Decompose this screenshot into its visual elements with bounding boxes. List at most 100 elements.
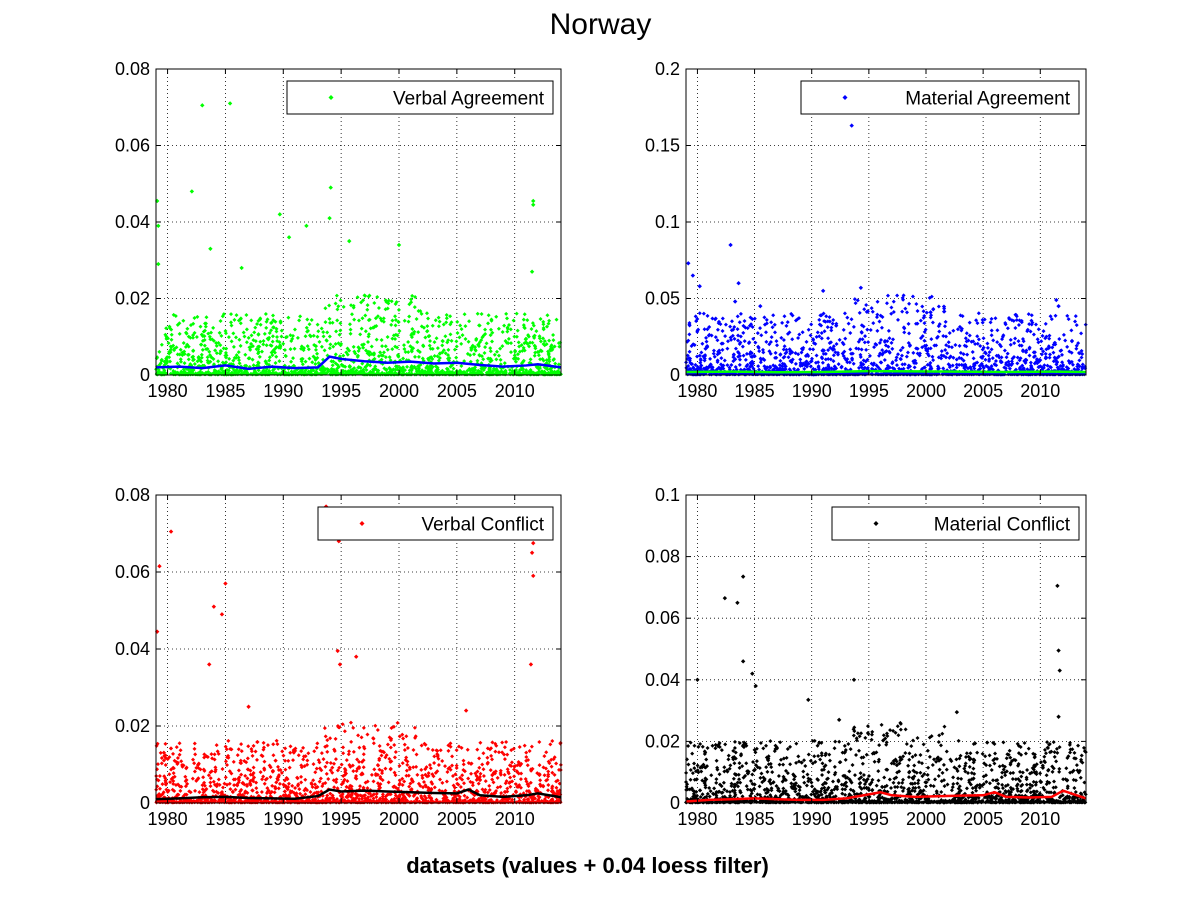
scatter-point bbox=[300, 362, 305, 367]
scatter-point bbox=[268, 774, 273, 779]
scatter-point bbox=[509, 341, 514, 346]
scatter-point bbox=[458, 785, 463, 790]
scatter-point bbox=[930, 320, 935, 325]
scatter-point bbox=[864, 347, 869, 352]
scatter-point bbox=[1008, 337, 1013, 342]
scatter-point bbox=[339, 362, 344, 367]
scatter-point bbox=[809, 322, 814, 327]
scatter-point bbox=[527, 344, 532, 349]
scatter-point bbox=[522, 312, 527, 317]
scatter-point bbox=[327, 316, 332, 321]
scatter-point bbox=[376, 305, 381, 310]
scatter-point bbox=[440, 339, 445, 344]
scatter-point bbox=[820, 288, 826, 294]
x-tick-label: 2010 bbox=[495, 381, 535, 401]
scatter-point bbox=[782, 314, 787, 319]
scatter-point bbox=[939, 349, 944, 354]
scatter-point bbox=[506, 341, 511, 346]
scatter-point bbox=[541, 342, 546, 347]
scatter-point bbox=[217, 369, 222, 374]
scatter-point bbox=[269, 320, 274, 325]
scatter-point bbox=[305, 317, 310, 322]
scatter-point bbox=[520, 368, 525, 373]
scatter-point bbox=[542, 339, 547, 344]
scatter-point bbox=[155, 762, 160, 767]
scatter-point bbox=[470, 366, 475, 371]
scatter-point bbox=[186, 334, 191, 339]
scatter-point bbox=[529, 326, 534, 331]
scatter-point bbox=[368, 371, 373, 376]
scatter-point bbox=[349, 303, 354, 308]
scatter-point bbox=[348, 327, 353, 332]
scatter-point bbox=[455, 330, 460, 335]
scatter-point bbox=[1013, 325, 1018, 330]
scatter-point bbox=[207, 334, 212, 339]
scatter-point bbox=[705, 313, 710, 318]
scatter-point bbox=[236, 358, 241, 363]
scatter-point bbox=[203, 324, 208, 329]
scatter-point bbox=[233, 356, 238, 361]
x-tick-label: 1985 bbox=[205, 381, 245, 401]
scatter-point bbox=[316, 360, 321, 365]
scatter-point bbox=[231, 331, 236, 336]
scatter-point bbox=[281, 341, 286, 346]
scatter-point bbox=[236, 318, 241, 323]
scatter-point bbox=[1063, 338, 1068, 343]
scatter-point bbox=[380, 344, 385, 349]
scatter-point bbox=[196, 354, 201, 359]
scatter-point bbox=[220, 360, 225, 365]
scatter-point bbox=[704, 335, 709, 340]
scatter-point bbox=[303, 334, 308, 339]
scatter-point bbox=[385, 306, 390, 311]
scatter-point bbox=[879, 360, 884, 365]
scatter-point bbox=[182, 361, 187, 366]
scatter-cloud bbox=[154, 293, 563, 377]
scatter-point bbox=[548, 344, 553, 349]
scatter-point bbox=[314, 745, 319, 750]
scatter-point bbox=[348, 720, 353, 725]
scatter-point bbox=[515, 352, 520, 357]
scatter-point bbox=[405, 762, 410, 767]
scatter-point bbox=[505, 326, 510, 331]
scatter-point bbox=[882, 358, 887, 363]
scatter-point bbox=[328, 320, 333, 325]
scatter-point bbox=[770, 325, 775, 330]
scatter-point bbox=[283, 746, 288, 751]
scatter-point bbox=[396, 242, 402, 248]
scatter-point bbox=[163, 762, 168, 767]
scatter-point bbox=[715, 327, 720, 332]
scatter-point bbox=[470, 343, 475, 348]
scatter-point bbox=[869, 306, 874, 311]
scatter-point bbox=[989, 333, 994, 338]
scatter-point bbox=[697, 284, 702, 289]
scatter-point bbox=[333, 352, 338, 357]
scatter-point bbox=[395, 720, 400, 725]
scatter-point bbox=[397, 329, 402, 334]
scatter-point bbox=[814, 334, 819, 339]
scatter-point bbox=[1005, 351, 1010, 356]
scatter-point bbox=[547, 357, 552, 362]
scatter-point bbox=[347, 322, 352, 327]
scatter-point bbox=[223, 350, 228, 355]
scatter-point bbox=[290, 333, 295, 338]
scatter-point bbox=[537, 336, 542, 341]
scatter-point bbox=[307, 356, 312, 361]
scatter-point bbox=[733, 346, 738, 351]
scatter-point bbox=[211, 325, 216, 330]
scatter-point bbox=[474, 336, 479, 341]
scatter-point bbox=[202, 328, 207, 333]
scatter-point bbox=[995, 328, 1000, 333]
scatter-point bbox=[248, 347, 253, 352]
scatter-point bbox=[279, 328, 284, 333]
scatter-point bbox=[425, 328, 430, 333]
scatter-point bbox=[333, 361, 338, 366]
scatter-point bbox=[383, 344, 388, 349]
scatter-point bbox=[1013, 336, 1018, 341]
scatter-point bbox=[394, 300, 399, 305]
scatter-point bbox=[358, 784, 363, 789]
scatter-point bbox=[529, 269, 535, 274]
scatter-point bbox=[483, 332, 488, 337]
scatter-point bbox=[865, 327, 870, 332]
scatter-point bbox=[852, 297, 857, 302]
scatter-point bbox=[435, 365, 440, 370]
